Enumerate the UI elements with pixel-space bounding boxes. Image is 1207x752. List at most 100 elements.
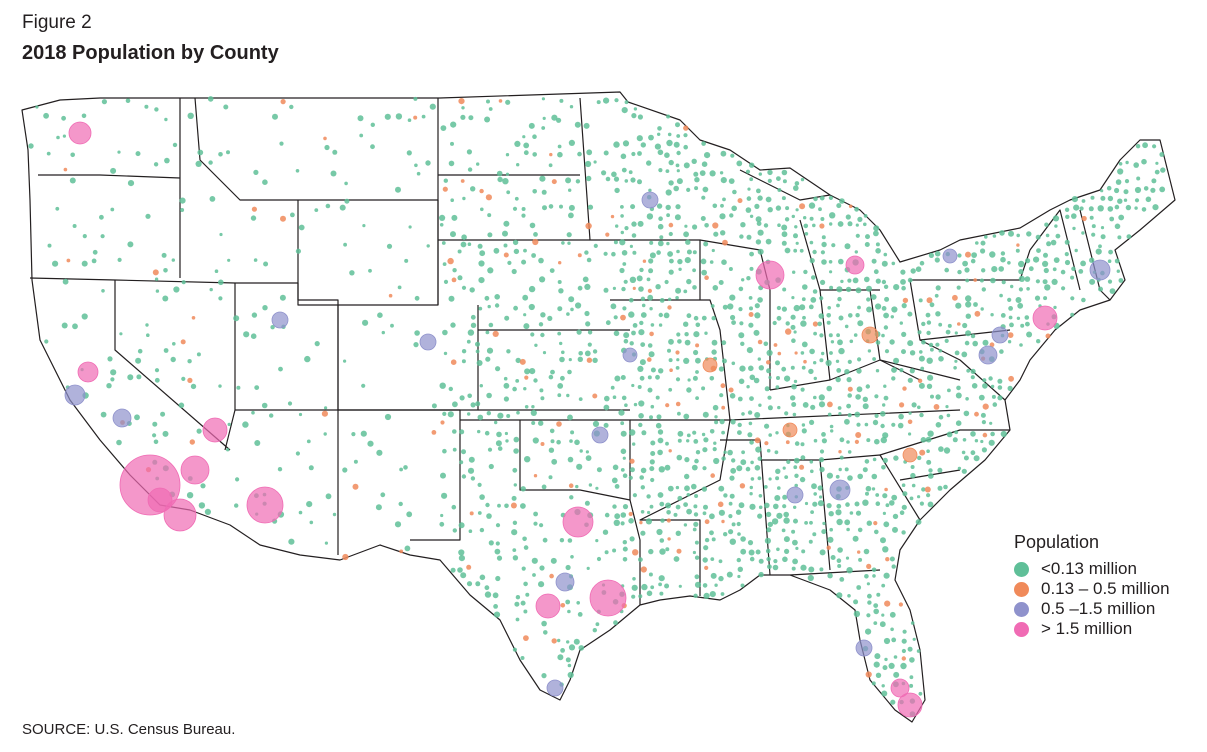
county-dot — [529, 222, 536, 229]
county-dot — [891, 376, 896, 381]
county-dot — [755, 549, 761, 555]
county-dot — [649, 415, 653, 420]
county-dot — [921, 339, 926, 345]
county-dot — [926, 459, 932, 465]
county-dot — [360, 430, 367, 437]
county-dot — [953, 366, 957, 370]
county-dot — [497, 446, 503, 451]
county-dot — [642, 259, 647, 263]
county-dot — [686, 249, 692, 255]
county-dot — [955, 420, 962, 427]
county-dot — [677, 438, 682, 443]
county-dot — [605, 176, 611, 182]
county-dot — [613, 519, 620, 526]
county-dot — [926, 383, 933, 389]
metro-symbol — [180, 455, 210, 485]
county-dot — [620, 205, 624, 209]
county-dot — [399, 549, 404, 554]
border-wa-or — [38, 174, 181, 179]
county-dot — [999, 230, 1005, 236]
county-dot — [631, 584, 638, 591]
county-dot — [974, 411, 979, 417]
county-dot — [866, 613, 871, 618]
county-dot — [683, 289, 688, 294]
county-dot — [506, 190, 511, 195]
county-dot — [569, 495, 574, 500]
county-dot — [551, 114, 558, 121]
county-dot — [640, 312, 647, 318]
county-dot — [100, 411, 107, 418]
county-dot — [693, 593, 698, 598]
county-dot — [980, 439, 984, 444]
county-dot — [873, 230, 879, 237]
county-dot — [532, 437, 539, 444]
county-dot — [171, 258, 175, 262]
county-dot — [641, 430, 647, 436]
county-dot — [901, 504, 907, 510]
county-dot — [712, 222, 719, 229]
county-dot — [496, 170, 503, 177]
county-dot — [835, 474, 840, 479]
county-dot — [812, 223, 816, 228]
county-dot — [513, 483, 517, 487]
county-dot — [737, 574, 741, 579]
county-dot — [1008, 315, 1013, 320]
county-dot — [938, 348, 943, 353]
county-dot — [830, 340, 835, 344]
county-dot — [641, 303, 646, 308]
county-dot — [1090, 195, 1095, 200]
county-dot — [633, 402, 638, 407]
legend-item: <0.13 million — [1014, 559, 1170, 579]
county-dot — [640, 296, 646, 301]
county-dot — [502, 230, 508, 237]
county-dot — [712, 203, 718, 209]
county-dot — [763, 223, 769, 228]
county-dot — [657, 437, 664, 444]
county-dot — [673, 512, 678, 517]
county-dot — [803, 359, 807, 364]
county-dot — [458, 549, 465, 556]
county-dot — [110, 207, 115, 212]
county-dot — [784, 475, 789, 479]
county-dot — [980, 412, 986, 418]
county-dot — [754, 203, 760, 209]
county-dot — [469, 287, 475, 293]
county-dot — [431, 430, 437, 435]
county-dot — [791, 338, 796, 344]
county-dot — [866, 520, 872, 526]
county-dot — [431, 403, 437, 409]
county-dot — [1117, 235, 1122, 240]
county-dot — [902, 491, 908, 497]
county-dot — [933, 404, 940, 410]
county-dot — [721, 456, 726, 461]
county-dot — [1019, 343, 1023, 347]
county-dot — [269, 413, 274, 418]
county-dot — [470, 322, 477, 328]
county-dot — [485, 194, 492, 201]
county-dot — [899, 510, 905, 515]
county-dot — [668, 387, 673, 392]
county-dot — [505, 99, 511, 105]
county-dot — [677, 339, 682, 344]
county-dot — [127, 374, 134, 381]
county-dot — [871, 567, 877, 573]
county-dot — [758, 403, 762, 407]
county-dot — [702, 466, 707, 471]
county-dot — [774, 495, 781, 501]
county-dot — [470, 476, 476, 481]
county-dot — [907, 377, 913, 383]
metro-symbol — [861, 326, 879, 344]
county-dot — [583, 122, 590, 129]
county-dot — [739, 483, 746, 489]
county-dot — [631, 233, 637, 238]
county-dot — [413, 342, 419, 348]
county-dot — [395, 186, 401, 193]
county-dot — [857, 527, 863, 533]
county-dot — [782, 494, 788, 500]
county-dot — [226, 150, 230, 155]
county-dot — [881, 613, 885, 617]
county-dot — [106, 383, 112, 389]
county-dot — [160, 411, 166, 417]
county-dot — [380, 492, 386, 498]
county-dot — [954, 350, 960, 356]
